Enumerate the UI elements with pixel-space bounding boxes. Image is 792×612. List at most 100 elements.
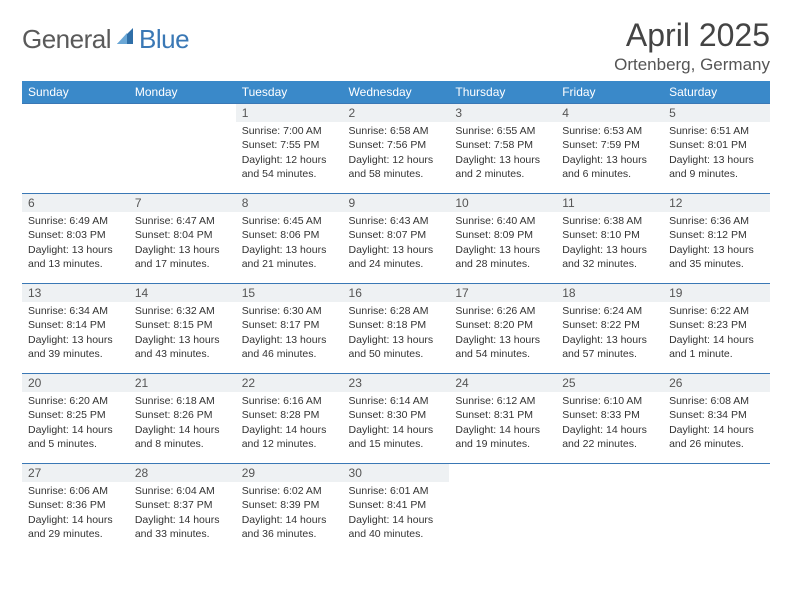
day-cell: 8Sunrise: 6:45 AMSunset: 8:06 PMDaylight… <box>236 194 343 284</box>
day-details: Sunrise: 6:08 AMSunset: 8:34 PMDaylight:… <box>663 392 770 455</box>
sunrise-text: Sunrise: 6:30 AM <box>242 304 337 318</box>
page-header: General Blue April 2025 Ortenberg, Germa… <box>22 18 770 75</box>
daylight-text-1: Daylight: 13 hours <box>455 153 550 167</box>
brand-text-blue: Blue <box>139 24 189 55</box>
day-number: 13 <box>22 284 129 302</box>
daylight-text-2: and 54 minutes. <box>455 347 550 361</box>
day-details: Sunrise: 6:34 AMSunset: 8:14 PMDaylight:… <box>22 302 129 365</box>
sunset-text: Sunset: 8:37 PM <box>135 498 230 512</box>
day-cell: 6Sunrise: 6:49 AMSunset: 8:03 PMDaylight… <box>22 194 129 284</box>
sunset-text: Sunset: 8:18 PM <box>349 318 444 332</box>
sunrise-text: Sunrise: 6:40 AM <box>455 214 550 228</box>
sunrise-text: Sunrise: 6:45 AM <box>242 214 337 228</box>
calendar-week-row: 1Sunrise: 7:00 AMSunset: 7:55 PMDaylight… <box>22 104 770 194</box>
sunrise-text: Sunrise: 6:08 AM <box>669 394 764 408</box>
daylight-text-2: and 58 minutes. <box>349 167 444 181</box>
title-block: April 2025 Ortenberg, Germany <box>614 18 770 75</box>
day-number: 28 <box>129 464 236 482</box>
day-details: Sunrise: 6:58 AMSunset: 7:56 PMDaylight:… <box>343 122 450 185</box>
day-details: Sunrise: 6:53 AMSunset: 7:59 PMDaylight:… <box>556 122 663 185</box>
day-number: 4 <box>556 104 663 122</box>
daylight-text-2: and 43 minutes. <box>135 347 230 361</box>
day-cell: 3Sunrise: 6:55 AMSunset: 7:58 PMDaylight… <box>449 104 556 194</box>
sunrise-text: Sunrise: 6:47 AM <box>135 214 230 228</box>
day-details: Sunrise: 6:06 AMSunset: 8:36 PMDaylight:… <box>22 482 129 545</box>
day-cell: 12Sunrise: 6:36 AMSunset: 8:12 PMDayligh… <box>663 194 770 284</box>
day-cell: 18Sunrise: 6:24 AMSunset: 8:22 PMDayligh… <box>556 284 663 374</box>
day-cell: 26Sunrise: 6:08 AMSunset: 8:34 PMDayligh… <box>663 374 770 464</box>
daylight-text-2: and 1 minute. <box>669 347 764 361</box>
daylight-text-1: Daylight: 13 hours <box>135 333 230 347</box>
daylight-text-2: and 6 minutes. <box>562 167 657 181</box>
day-details: Sunrise: 6:30 AMSunset: 8:17 PMDaylight:… <box>236 302 343 365</box>
day-details: Sunrise: 6:32 AMSunset: 8:15 PMDaylight:… <box>129 302 236 365</box>
daylight-text-1: Daylight: 13 hours <box>28 333 123 347</box>
daylight-text-2: and 29 minutes. <box>28 527 123 541</box>
daylight-text-1: Daylight: 14 hours <box>242 513 337 527</box>
daylight-text-2: and 46 minutes. <box>242 347 337 361</box>
daylight-text-2: and 24 minutes. <box>349 257 444 271</box>
sunset-text: Sunset: 8:33 PM <box>562 408 657 422</box>
sunrise-text: Sunrise: 6:06 AM <box>28 484 123 498</box>
sunset-text: Sunset: 8:30 PM <box>349 408 444 422</box>
daylight-text-1: Daylight: 14 hours <box>135 513 230 527</box>
day-number: 27 <box>22 464 129 482</box>
daylight-text-1: Daylight: 13 hours <box>562 243 657 257</box>
day-details: Sunrise: 6:51 AMSunset: 8:01 PMDaylight:… <box>663 122 770 185</box>
day-details: Sunrise: 6:12 AMSunset: 8:31 PMDaylight:… <box>449 392 556 455</box>
sunset-text: Sunset: 8:09 PM <box>455 228 550 242</box>
day-number: 26 <box>663 374 770 392</box>
day-cell: 13Sunrise: 6:34 AMSunset: 8:14 PMDayligh… <box>22 284 129 374</box>
daylight-text-2: and 39 minutes. <box>28 347 123 361</box>
day-cell: 19Sunrise: 6:22 AMSunset: 8:23 PMDayligh… <box>663 284 770 374</box>
daylight-text-1: Daylight: 13 hours <box>28 243 123 257</box>
day-cell: 23Sunrise: 6:14 AMSunset: 8:30 PMDayligh… <box>343 374 450 464</box>
daylight-text-2: and 33 minutes. <box>135 527 230 541</box>
weekday-header: Sunday <box>22 81 129 104</box>
daylight-text-1: Daylight: 14 hours <box>242 423 337 437</box>
day-cell: 7Sunrise: 6:47 AMSunset: 8:04 PMDaylight… <box>129 194 236 284</box>
day-cell: 21Sunrise: 6:18 AMSunset: 8:26 PMDayligh… <box>129 374 236 464</box>
day-cell: 15Sunrise: 6:30 AMSunset: 8:17 PMDayligh… <box>236 284 343 374</box>
sunset-text: Sunset: 8:31 PM <box>455 408 550 422</box>
sunset-text: Sunset: 8:12 PM <box>669 228 764 242</box>
day-number: 23 <box>343 374 450 392</box>
day-cell: 2Sunrise: 6:58 AMSunset: 7:56 PMDaylight… <box>343 104 450 194</box>
day-number: 25 <box>556 374 663 392</box>
day-number: 6 <box>22 194 129 212</box>
daylight-text-2: and 32 minutes. <box>562 257 657 271</box>
day-details: Sunrise: 6:22 AMSunset: 8:23 PMDaylight:… <box>663 302 770 365</box>
day-cell: 28 Sunrise: 6:04 AMSunset: 8:37 PMDayligh… <box>129 464 236 554</box>
sunrise-text: Sunrise: 6:01 AM <box>349 484 444 498</box>
sunrise-text: Sunrise: 6:04 AM <box>135 484 230 498</box>
day-details: Sunrise: 6:18 AMSunset: 8:26 PMDaylight:… <box>129 392 236 455</box>
daylight-text-1: Daylight: 14 hours <box>669 333 764 347</box>
day-cell: 9Sunrise: 6:43 AMSunset: 8:07 PMDaylight… <box>343 194 450 284</box>
day-details: Sunrise: 6:02 AMSunset: 8:39 PMDaylight:… <box>236 482 343 545</box>
day-number: 2 <box>343 104 450 122</box>
day-cell: 22Sunrise: 6:16 AMSunset: 8:28 PMDayligh… <box>236 374 343 464</box>
day-details: Sunrise: 6:55 AMSunset: 7:58 PMDaylight:… <box>449 122 556 185</box>
empty-cell <box>449 464 556 554</box>
daylight-text-2: and 15 minutes. <box>349 437 444 451</box>
sunset-text: Sunset: 8:06 PM <box>242 228 337 242</box>
daylight-text-2: and 35 minutes. <box>669 257 764 271</box>
sunrise-text: Sunrise: 6:53 AM <box>562 124 657 138</box>
empty-cell <box>663 464 770 554</box>
daylight-text-1: Daylight: 14 hours <box>28 423 123 437</box>
day-number: 8 <box>236 194 343 212</box>
day-number: 17 <box>449 284 556 302</box>
day-details: Sunrise: 6:45 AMSunset: 8:06 PMDaylight:… <box>236 212 343 275</box>
daylight-text-1: Daylight: 12 hours <box>349 153 444 167</box>
day-cell: 24Sunrise: 6:12 AMSunset: 8:31 PMDayligh… <box>449 374 556 464</box>
daylight-text-1: Daylight: 12 hours <box>242 153 337 167</box>
sunset-text: Sunset: 8:01 PM <box>669 138 764 152</box>
calendar-week-row: 13Sunrise: 6:34 AMSunset: 8:14 PMDayligh… <box>22 284 770 374</box>
day-cell: 4Sunrise: 6:53 AMSunset: 7:59 PMDaylight… <box>556 104 663 194</box>
sunset-text: Sunset: 8:26 PM <box>135 408 230 422</box>
weekday-header: Tuesday <box>236 81 343 104</box>
daylight-text-2: and 26 minutes. <box>669 437 764 451</box>
day-cell: 20Sunrise: 6:20 AMSunset: 8:25 PMDayligh… <box>22 374 129 464</box>
day-details: Sunrise: 6:20 AMSunset: 8:25 PMDaylight:… <box>22 392 129 455</box>
empty-cell <box>556 464 663 554</box>
